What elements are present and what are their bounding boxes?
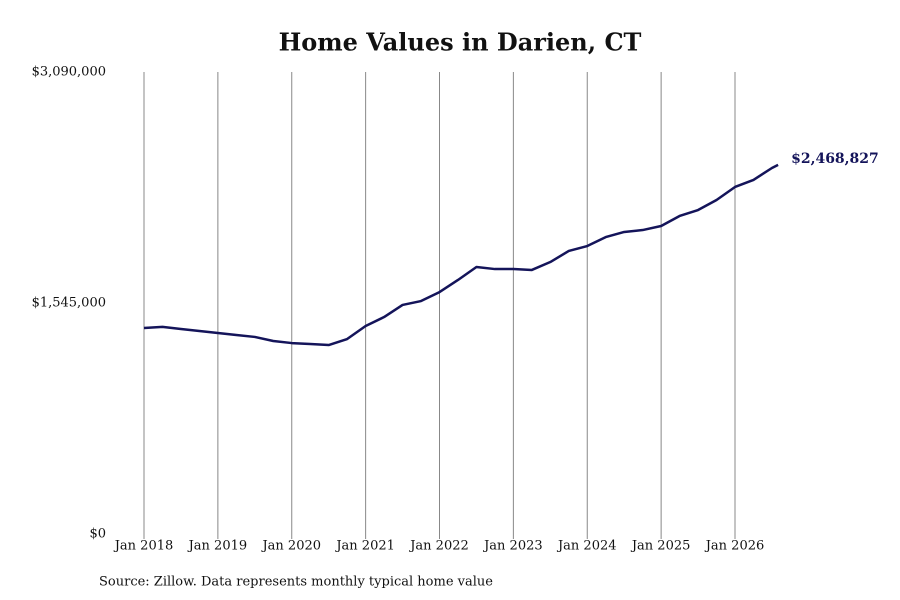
source-note: Source: Zillow. Data represents monthly … [99,575,493,590]
x-tick-label: Jan 2025 [630,539,691,554]
x-tick-label: Jan 2023 [482,539,543,554]
x-tick-label: Jan 2022 [408,539,469,554]
x-tick-label: Jan 2019 [187,539,248,554]
chart-title: Home Values in Darien, CT [279,28,642,57]
value-label: $2,468,827 [791,151,879,167]
y-tick-label: $3,090,000 [32,65,106,80]
x-tick-label: Jan 2018 [113,539,174,554]
x-tick-label: Jan 2026 [704,539,765,554]
x-tick-label: Jan 2020 [260,539,321,554]
x-tick-label: Jan 2021 [334,539,395,554]
y-tick-label: $0 [89,527,106,542]
y-tick-label: $1,545,000 [32,296,106,311]
line [143,163,779,347]
x-tick-label: Jan 2024 [556,539,617,554]
